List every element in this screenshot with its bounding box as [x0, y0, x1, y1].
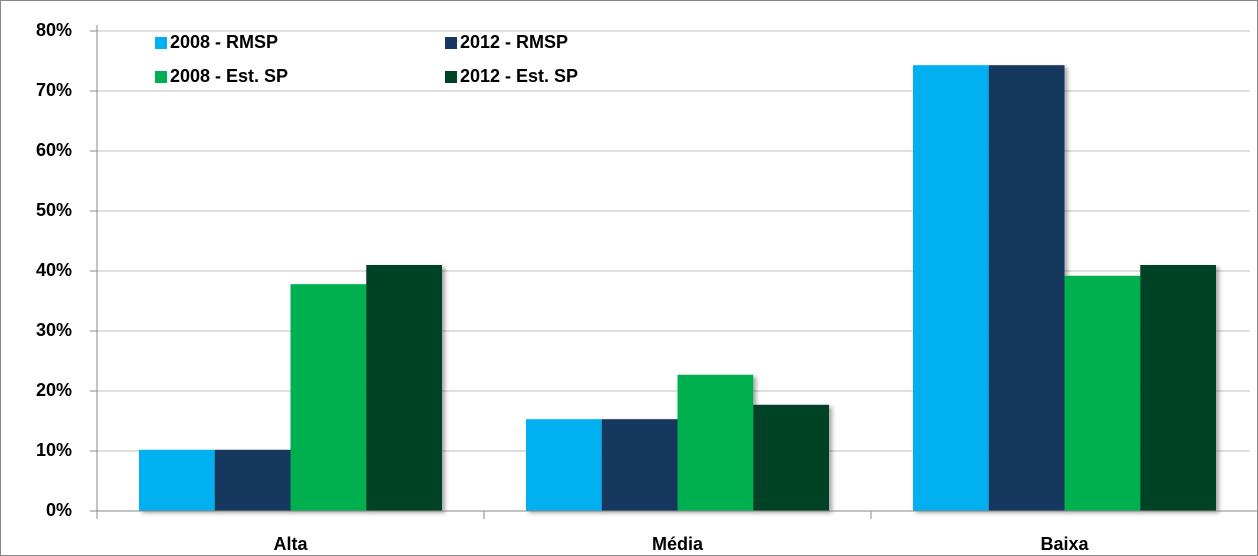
- y-tick-label: 80%: [36, 20, 72, 40]
- legend: 2008 - RMSP 2012 - RMSP 2008 - Est. SP 2012…: [155, 32, 578, 86]
- bar: [753, 404, 829, 511]
- bar: [1140, 265, 1216, 511]
- bar: [1064, 275, 1141, 511]
- legend-label: 2012 - Est. SP: [460, 66, 578, 86]
- bar: [913, 65, 989, 511]
- y-tick-label: 60%: [36, 140, 72, 160]
- legend-label: 2008 - RMSP: [170, 32, 278, 52]
- y-tick-label: 10%: [36, 440, 72, 460]
- bar: [601, 419, 678, 511]
- legend-label: 2012 - RMSP: [460, 32, 568, 52]
- legend-label: 2008 - Est. SP: [170, 66, 288, 86]
- bar: [214, 449, 291, 511]
- legend-swatch: [445, 37, 457, 49]
- x-tick-label: Baixa: [1040, 534, 1089, 554]
- y-tick-label: 50%: [36, 200, 72, 220]
- bar: [139, 449, 215, 511]
- bar: [988, 65, 1065, 511]
- y-tick-label: 0%: [46, 500, 72, 520]
- legend-swatch: [445, 71, 457, 83]
- bar: [290, 284, 367, 511]
- legend-swatch: [155, 71, 167, 83]
- y-tick-label: 40%: [36, 260, 72, 280]
- bar: [366, 265, 442, 511]
- bar: [677, 374, 754, 511]
- legend-swatch: [155, 37, 167, 49]
- x-tick-label: Média: [652, 534, 704, 554]
- bar: [526, 419, 602, 511]
- x-tick-label: Alta: [273, 534, 308, 554]
- y-tick-label: 20%: [36, 380, 72, 400]
- y-tick-label: 70%: [36, 80, 72, 100]
- y-tick-label: 30%: [36, 320, 72, 340]
